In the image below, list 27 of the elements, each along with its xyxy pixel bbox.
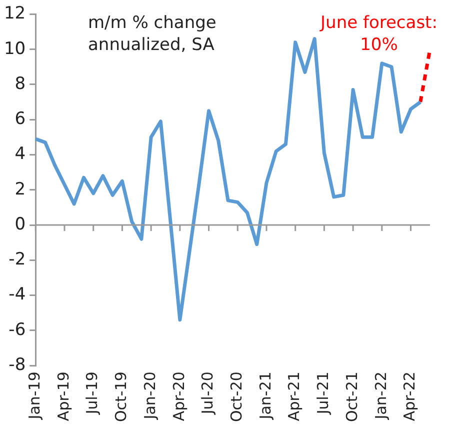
x-tick-label: Oct-20	[228, 372, 246, 422]
x-tick-label: Jul-21	[314, 372, 332, 416]
x-tick-label: Jan-20	[140, 372, 159, 420]
y-tick-label: 4	[14, 144, 26, 164]
x-tick-label: Oct-19	[112, 372, 130, 422]
y-tick-label: 8	[14, 74, 26, 94]
x-tick-label: Apr-20	[170, 372, 188, 422]
x-tick-label: Jan-21	[256, 372, 274, 420]
x-tick-label: Jul-20	[198, 372, 217, 416]
y-tick-label: -2	[8, 250, 26, 270]
x-tick-label: Jul-19	[83, 372, 102, 416]
y-tick-label: -4	[8, 284, 26, 305]
y-tick-label: 10	[4, 38, 26, 59]
x-tick-label: Jan-19	[26, 372, 44, 420]
y-tick-label: 6	[14, 109, 26, 130]
x-tick-label: Apr-19	[54, 372, 72, 422]
x-tick-label: Apr-22	[400, 372, 419, 422]
y-tick-label: 2	[14, 179, 26, 200]
x-tick-label: Oct-21	[342, 372, 361, 422]
y-tick-label: -6	[8, 320, 26, 340]
annotation: June forecast: 10%	[318, 12, 438, 56]
annotation: m/m % change annualized, SA	[88, 12, 218, 56]
x-tick-label: Jan-22	[372, 372, 390, 420]
x-tick-label: Apr-21	[285, 372, 304, 422]
y-tick-label: 0	[14, 214, 26, 234]
y-tick-label: 12	[4, 4, 26, 24]
y-tick-label: -8	[8, 354, 26, 375]
